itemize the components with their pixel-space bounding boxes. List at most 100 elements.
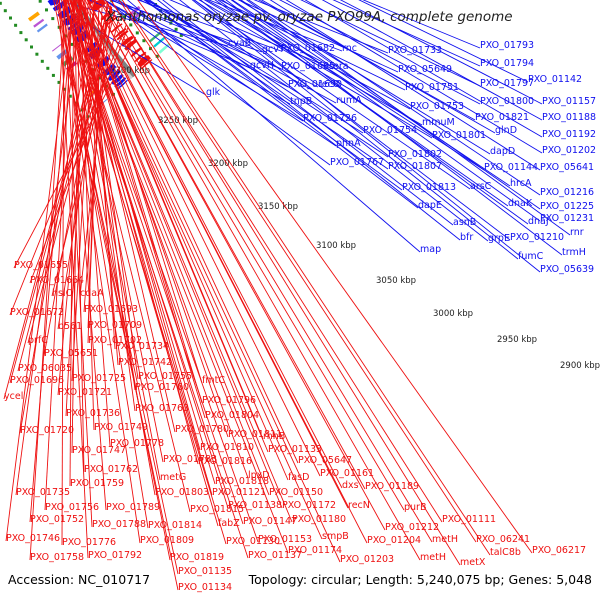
callout-leader-line bbox=[61, 0, 65, 546]
reverse-gene-label: PXO_01212 bbox=[385, 522, 439, 533]
callout-leader-line bbox=[193, 0, 511, 241]
reverse-gene-label: PXO_01755 bbox=[138, 371, 192, 382]
callout-leader-line bbox=[339, 0, 543, 105]
forward-gene-label: map bbox=[420, 244, 441, 255]
forward-gene-label: PXO_01144 bbox=[484, 162, 538, 173]
reverse-gene-label: PXO_01696 bbox=[10, 375, 64, 386]
callout-leader-line bbox=[169, 0, 334, 70]
callout-leader-line bbox=[193, 0, 471, 190]
forward-gene-label: PXO_01682 bbox=[281, 43, 335, 54]
reverse-gene-label: fabZ bbox=[218, 518, 240, 529]
reverse-gene-label: PXO_01134 bbox=[178, 582, 232, 593]
genome-title: Xanthomonas oryzae pv. oryzae PXO99A, co… bbox=[106, 9, 513, 25]
reverse-gene-label: PXO_01161 bbox=[320, 468, 374, 479]
reverse-gene-label: dxs bbox=[342, 480, 359, 491]
outer-feature-band bbox=[36, 23, 48, 33]
callout-leader-line bbox=[17, 6, 112, 372]
reverse-gene-label: PXO_01130 bbox=[226, 536, 280, 547]
forward-gene-label: PXO_01797 bbox=[480, 78, 534, 89]
callout-leader-line bbox=[121, 0, 491, 556]
tick-dot bbox=[174, 27, 178, 31]
reverse-gene-label: PXO_01150 bbox=[269, 487, 323, 498]
reverse-gene-label: PXO_01720 bbox=[20, 425, 74, 436]
forward-gene-label: PXO_01813 bbox=[402, 182, 456, 193]
reverse-gene-label: PXO_01780 bbox=[175, 424, 229, 435]
callout-leader-line bbox=[58, 0, 141, 544]
reverse-gene-label: metH bbox=[432, 534, 458, 545]
callout-leader-line bbox=[100, 0, 405, 511]
callout-leader-line bbox=[69, 0, 75, 487]
reverse-gene-label: PXO_01736 bbox=[66, 408, 120, 419]
reverse-gene-label: PXO_01763 bbox=[135, 403, 189, 414]
reverse-gene-label: smpB bbox=[322, 531, 349, 542]
callout-leader-line bbox=[93, 0, 366, 490]
callout-leader-line bbox=[62, 0, 227, 545]
callout-leader-line bbox=[285, 0, 543, 154]
scale-label: 3050 kbp bbox=[376, 276, 416, 286]
callout-leader-line bbox=[98, 0, 421, 561]
forward-gene-label: dapD bbox=[490, 146, 515, 157]
reverse-gene-label: PXO_01664 bbox=[30, 275, 84, 286]
callout-leader-line bbox=[137, 0, 533, 554]
reverse-gene-label: PXO_01752 bbox=[30, 514, 84, 525]
reverse-gene-label: prfC bbox=[28, 335, 48, 346]
forward-gene-label: rnc bbox=[342, 43, 357, 54]
forward-gene-label: PXO_01202 bbox=[542, 145, 596, 156]
reverse-gene-label: PXO_01742 bbox=[118, 357, 172, 368]
forward-gene-label: PXO_01800 bbox=[480, 96, 534, 107]
tick-dot bbox=[149, 47, 152, 51]
forward-gene-label: gcvT bbox=[262, 44, 285, 55]
forward-gene-label: PXO_01753 bbox=[410, 101, 464, 112]
tick-dot bbox=[135, 31, 139, 35]
reverse-gene-label: PXO_01810 bbox=[200, 442, 254, 453]
reverse-gene-label: PXO_01121 bbox=[212, 487, 266, 498]
callout-leader-line bbox=[78, 0, 289, 481]
reverse-gene-label: PXO_01693 bbox=[84, 304, 138, 315]
forward-gene-label: grpE bbox=[488, 233, 510, 244]
forward-gene-label: recO bbox=[318, 79, 340, 90]
scale-label: 3200 kbp bbox=[208, 159, 248, 169]
callout-leader-line bbox=[87, 0, 343, 489]
forward-gene-label: bfr bbox=[460, 232, 473, 243]
reverse-gene-label: PXO_01153 bbox=[258, 534, 312, 545]
forward-gene-label: PXO_01821 bbox=[475, 112, 529, 123]
forward-gene-label: era bbox=[333, 61, 349, 72]
reverse-gene-label: PXO_01735 bbox=[16, 487, 70, 498]
reverse-gene-label: PXO_01796 bbox=[202, 395, 256, 406]
callout-leader-line bbox=[144, 0, 419, 209]
callout-leader-line bbox=[238, 0, 491, 155]
callout-leader-line bbox=[321, 0, 543, 121]
reverse-gene-label: cdaA bbox=[80, 288, 104, 299]
reverse-gene-label: PXO_01133 bbox=[268, 444, 322, 455]
forward-gene-label: PXO_01690 bbox=[288, 79, 342, 90]
tick-dot bbox=[51, 17, 55, 21]
reverse-gene-label: PXO_01762 bbox=[84, 464, 138, 475]
reverse-gene-label: PXO_01204 bbox=[367, 535, 421, 546]
tick-dot bbox=[19, 31, 23, 35]
tick-dot bbox=[9, 16, 12, 20]
scale-label: 2900 kbp bbox=[560, 361, 600, 371]
reverse-gene-label: PXO_01749 bbox=[94, 422, 148, 433]
tick-dot bbox=[0, 1, 2, 5]
callout-leader-line bbox=[246, 0, 571, 236]
reverse-gene-label: PXO_06217 bbox=[532, 545, 586, 556]
reverse-gene-label: fasD bbox=[288, 472, 309, 483]
callout-leader-line bbox=[111, 0, 289, 88]
callout-leader-line bbox=[65, 0, 107, 511]
reverse-gene-label: PXO_01189 bbox=[365, 481, 419, 492]
reverse-gene-label: metH bbox=[420, 552, 446, 563]
tick-dot bbox=[46, 66, 50, 70]
callout-leader-line bbox=[203, 0, 423, 126]
reverse-gene-label: PXO_01747 bbox=[72, 445, 126, 456]
tick-dot bbox=[164, 15, 168, 19]
callout-leader-line bbox=[73, 0, 249, 479]
callout-leader-line bbox=[73, 0, 293, 523]
forward-gene-label: PXO_05641 bbox=[540, 162, 594, 173]
callout-leader-line bbox=[63, 0, 249, 559]
scale-label: 3300 kbp bbox=[110, 66, 150, 76]
scale-label: 2950 kbp bbox=[497, 335, 537, 345]
tick-dot bbox=[3, 9, 7, 13]
forward-gene-label: trmH bbox=[562, 247, 586, 258]
callout-leader-line bbox=[82, 0, 299, 464]
forward-gene-label: dapE bbox=[418, 200, 442, 211]
